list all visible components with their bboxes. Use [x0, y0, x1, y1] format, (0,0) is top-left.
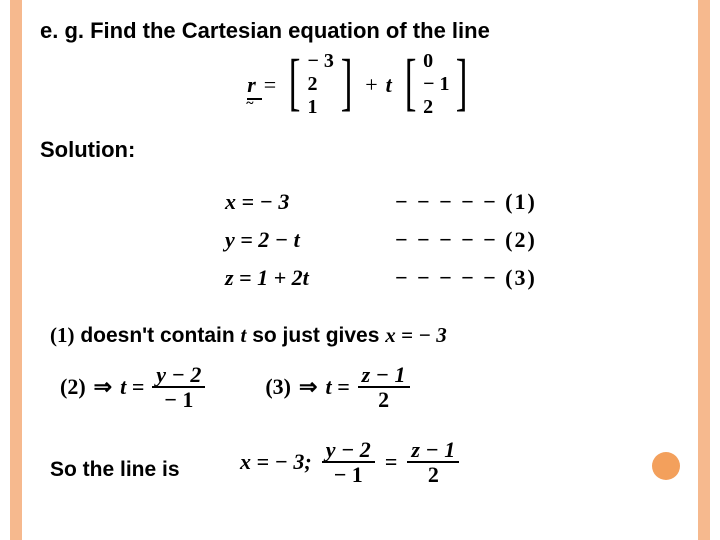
final-x: x = − 3;: [240, 449, 312, 475]
final-eq-sign: =: [385, 449, 398, 475]
imp3-teq: t =: [325, 374, 349, 400]
param-t: t: [386, 72, 392, 98]
b2: 2: [423, 96, 449, 119]
imp2-arrow: ⇒: [94, 374, 112, 400]
eq2: y = 2 − t: [225, 227, 375, 253]
a2: 1: [308, 96, 334, 119]
note-result: x = − 3: [385, 323, 446, 347]
note-ref: (1): [50, 323, 75, 347]
a0: − 3: [308, 50, 334, 73]
imp3-den: 2: [374, 388, 393, 411]
solution-label: Solution:: [40, 137, 680, 163]
r-underline-tilde: ~: [246, 96, 253, 112]
imp3-frac: z − 1 2: [358, 363, 410, 411]
final-num2: z − 1: [407, 438, 459, 463]
final-cartesian-equation: x = − 3; y − 2 − 1 = z − 1 2: [240, 438, 459, 486]
final-den1: − 1: [330, 463, 367, 486]
vector-r: r ~: [247, 72, 256, 98]
tag1: − − − − − (1): [395, 189, 537, 215]
note-text-a: doesn't contain: [80, 324, 240, 347]
imp2-den: − 1: [160, 388, 197, 411]
eq3: z = 1 + 2t: [225, 265, 375, 291]
tag3: − − − − − (3): [395, 265, 537, 291]
r-symbol: r: [247, 72, 256, 97]
system-row-2: y = 2 − t − − − − − (2): [225, 221, 537, 259]
imp3-arrow: ⇒: [299, 374, 317, 400]
final-num1: y − 2: [322, 438, 375, 463]
plus-sign: +: [365, 72, 377, 98]
note-text-b: so just gives: [252, 324, 385, 347]
parametric-system: x = − 3 − − − − − (1) y = 2 − t − − − − …: [225, 183, 537, 297]
imp2-num: y − 2: [152, 363, 205, 388]
prompt-text: e. g. Find the Cartesian equation of the…: [40, 18, 680, 44]
final-frac-1: y − 2 − 1: [322, 438, 375, 486]
slide-content: e. g. Find the Cartesian equation of the…: [40, 18, 680, 522]
imp2-frac: y − 2 − 1: [152, 363, 205, 411]
implication-3: (3) ⇒ t = z − 1 2: [265, 363, 409, 411]
left-accent-bar: [10, 0, 22, 540]
implications-row: (2) ⇒ t = y − 2 − 1 (3) ⇒ t = z − 1 2: [60, 363, 660, 411]
tag2: − − − − − (2): [395, 227, 537, 253]
imp3-ref: (3): [265, 374, 291, 400]
note-t: t: [241, 323, 247, 347]
vector-a: [ − 3 2 1 ]: [284, 50, 357, 119]
equals-sign: =: [264, 72, 276, 98]
imp3-num: z − 1: [358, 363, 410, 388]
note-line: (1) doesn't contain t so just gives x = …: [50, 323, 447, 348]
b1: − 1: [423, 73, 449, 96]
right-accent-bar: [698, 0, 710, 540]
system-row-1: x = − 3 − − − − − (1): [225, 183, 537, 221]
b0: 0: [423, 50, 449, 73]
system-row-3: z = 1 + 2t − − − − − (3): [225, 259, 537, 297]
vector-equation: r ~ = [ − 3 2 1 ] + t [ 0 − 1 2 ]: [40, 50, 680, 119]
implication-2: (2) ⇒ t = y − 2 − 1: [60, 363, 205, 411]
final-frac-2: z − 1 2: [407, 438, 459, 486]
eq1: x = − 3: [225, 189, 375, 215]
a1: 2: [308, 73, 334, 96]
so-the-line-is: So the line is: [50, 458, 180, 482]
final-den2: 2: [424, 463, 443, 486]
imp2-teq: t =: [120, 374, 144, 400]
vector-b: [ 0 − 1 2 ]: [400, 50, 473, 119]
imp2-ref: (2): [60, 374, 86, 400]
